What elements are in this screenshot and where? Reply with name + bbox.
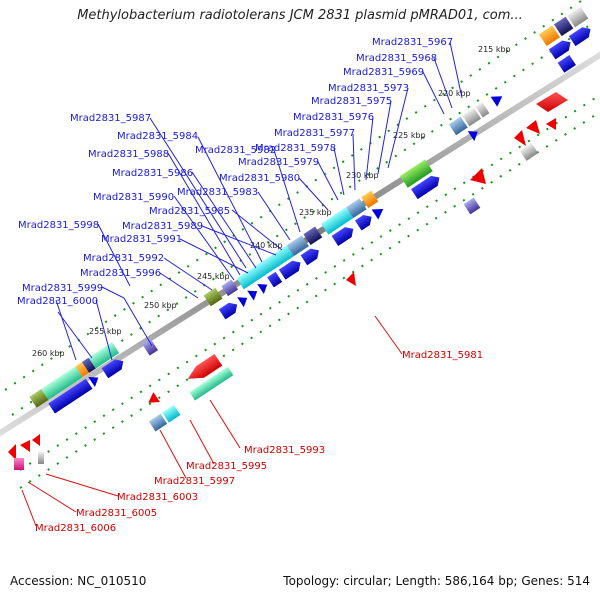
blue-leader-lines [55, 41, 463, 361]
gene-label: Mrad2831_5978 [255, 143, 336, 154]
gene-label: Mrad2831_6005 [76, 508, 157, 519]
gene-label: Mrad2831_5969 [343, 67, 424, 78]
gene-label: Mrad2831_5984 [117, 131, 198, 142]
gene-label: Mrad2831_6006 [35, 523, 116, 534]
red-leader-lines [21, 315, 403, 527]
outer-dotted-track [4, 0, 585, 391]
gene-label: Mrad2831_5998 [18, 220, 99, 231]
gene-label: Mrad2831_5981 [402, 350, 483, 361]
tick-label: 235 kbp [299, 208, 332, 217]
reverse-genes [8, 92, 568, 470]
gene-label: Mrad2831_5977 [274, 128, 355, 139]
gene-label: Mrad2831_6000 [17, 296, 98, 307]
gene-label: Mrad2831_5999 [22, 283, 103, 294]
gene-label: Mrad2831_5983 [177, 187, 258, 198]
gene-label: Mrad2831_5979 [238, 157, 319, 168]
tick-label: 225 kbp [393, 131, 426, 140]
gene-label: Mrad2831_5973 [328, 83, 409, 94]
forward-genes [29, 6, 591, 414]
gene-label: Mrad2831_5986 [112, 168, 193, 179]
gene-label: Mrad2831_5980 [219, 173, 300, 184]
gene-label: Mrad2831_5976 [293, 112, 374, 123]
gene-label: Mrad2831_6003 [117, 492, 198, 503]
gene-label: Mrad2831_5988 [88, 149, 169, 160]
tick-label: 245 kbp [197, 272, 230, 281]
gene-label: Mrad2831_5967 [372, 37, 453, 48]
tick-label: 220 kbp [438, 89, 471, 98]
tick-label: 230 kbp [346, 171, 379, 180]
red-gene-labels: Mrad2831_5981 Mrad2831_5993 Mrad2831_599… [35, 350, 483, 534]
tick-labels: 215 kbp 220 kbp 225 kbp 230 kbp 235 kbp … [32, 45, 511, 358]
genome-summary-text: Topology: circular; Length: 586,164 bp; … [283, 574, 590, 588]
inner-dotted-track-2 [19, 111, 600, 489]
gene-label: Mrad2831_5982 [195, 145, 276, 156]
gene-label: Mrad2831_5993 [244, 445, 325, 456]
gene-label: Mrad2831_5995 [186, 461, 267, 472]
tick-label: 255 kbp [89, 327, 122, 336]
gene-label: Mrad2831_5992 [83, 253, 164, 264]
gene-label: Mrad2831_5975 [311, 96, 392, 107]
gene-label: Mrad2831_5997 [154, 476, 235, 487]
gene-label: Mrad2831_5987 [70, 113, 151, 124]
gene-label: Mrad2831_5991 [101, 234, 182, 245]
gene-label: Mrad2831_5989 [122, 221, 203, 232]
tick-label: 240 kbp [250, 241, 283, 250]
accession-text: Accession: NC_010510 [10, 574, 147, 588]
gene-label: Mrad2831_5990 [93, 192, 174, 203]
gene-label: Mrad2831_5968 [356, 53, 437, 64]
tick-label: 250 kbp [144, 301, 177, 310]
gene-label: Mrad2831_5985 [149, 206, 230, 217]
gene-label: Mrad2831_5996 [80, 268, 161, 279]
map-title: Methylobacterium radiotolerans JCM 2831 … [77, 8, 523, 23]
tick-label: 215 kbp [478, 45, 511, 54]
blue-gene-labels: Mrad2831_5967 Mrad2831_5968 Mrad2831_596… [17, 37, 453, 307]
tick-label: 260 kbp [32, 349, 65, 358]
